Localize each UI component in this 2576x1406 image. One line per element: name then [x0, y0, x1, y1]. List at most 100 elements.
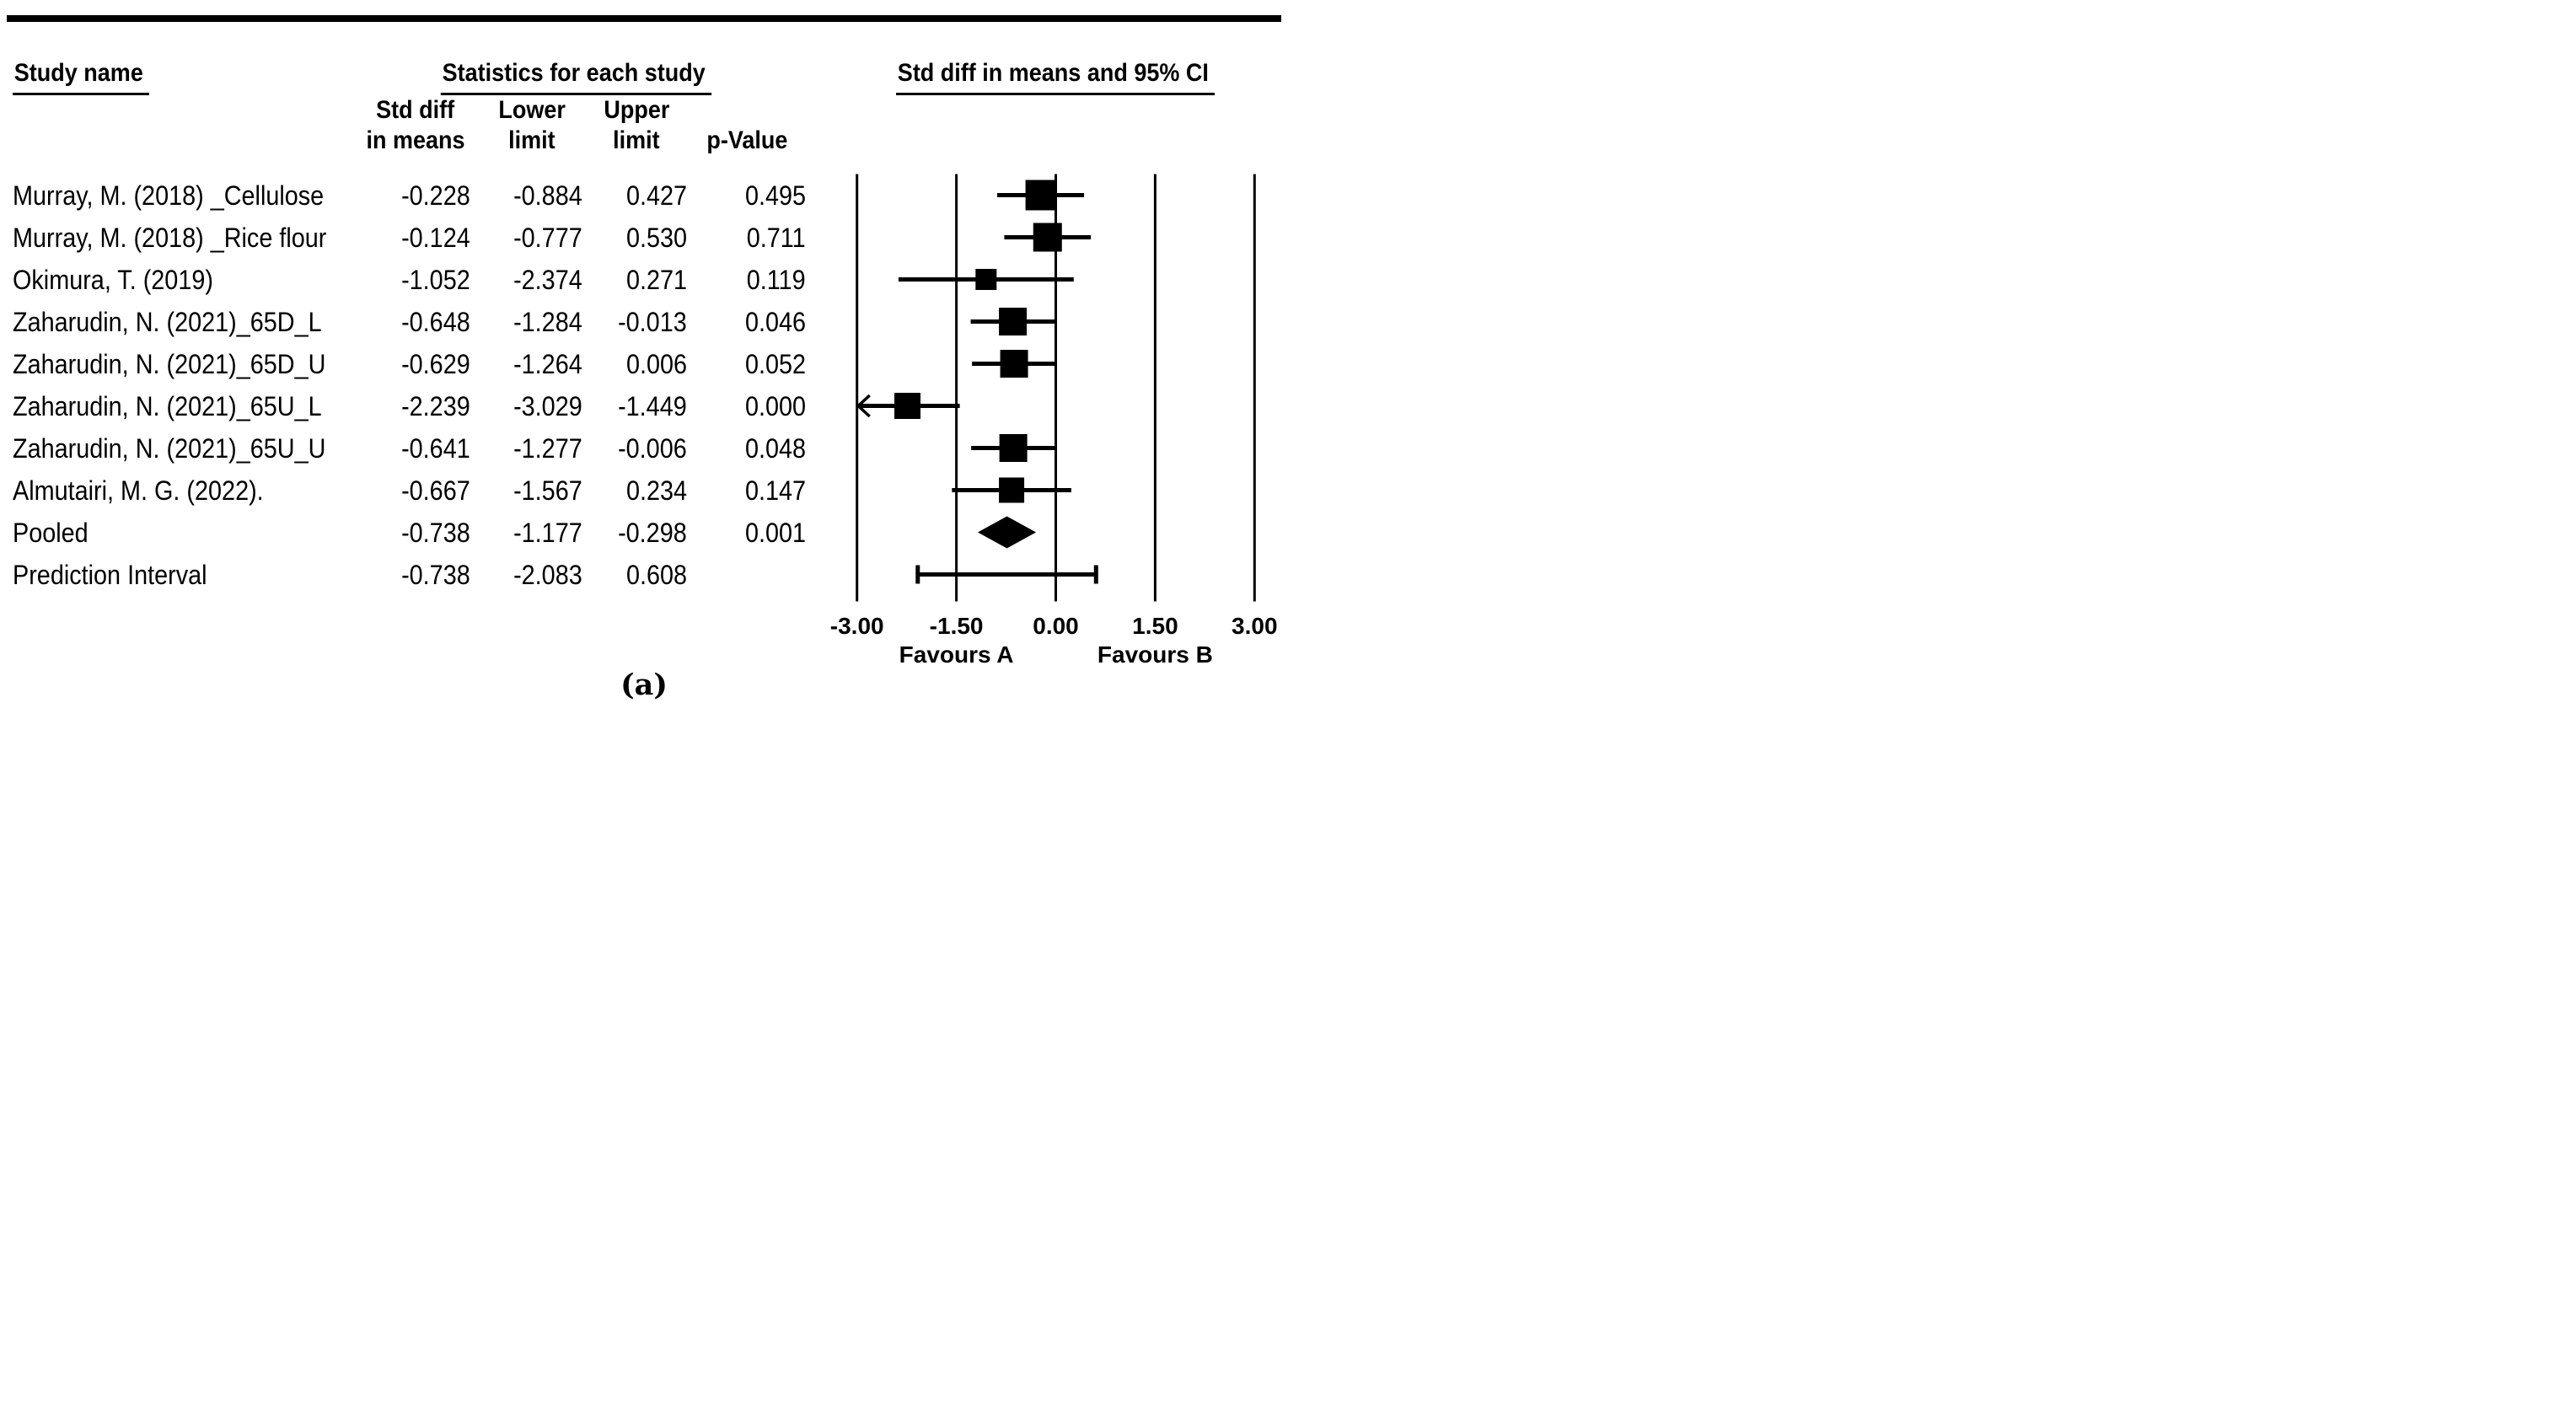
- x-tick-label: 3.00: [1232, 613, 1278, 639]
- p-value-cell-text: 0.119: [747, 264, 806, 295]
- lower-limit-cell-text: -2.374: [513, 264, 582, 295]
- upper-limit-cell-text: 0.271: [625, 264, 687, 295]
- x-tick-label: 0.00: [1033, 613, 1079, 639]
- std-diff-header-line2: in means: [366, 126, 465, 154]
- study-name-cell: Prediction Interval: [13, 561, 367, 588]
- figure-caption: (a): [620, 668, 668, 702]
- lower-limit-cell: -0.884: [481, 182, 582, 209]
- x-tick-label: -1.50: [930, 613, 984, 639]
- lower-limit-cell: -2.083: [481, 561, 582, 588]
- std-diff-cell-text: -0.667: [401, 475, 470, 506]
- lower-limit-cell: -3.029: [481, 393, 582, 420]
- upper-limit-cell-text: -0.013: [618, 306, 687, 337]
- study-name-cell: Pooled: [13, 519, 367, 546]
- statistics-header-text: Statistics for each study: [440, 57, 711, 95]
- study-name-cell-text: Pooled: [13, 517, 89, 548]
- std-diff-cell-text: -1.052: [401, 264, 470, 295]
- lower-limit-cell: -1.177: [481, 519, 582, 546]
- column-header-upper: Upper limit: [586, 95, 687, 156]
- upper-limit-cell-text: 0.530: [625, 222, 687, 253]
- std-diff-cell: -0.629: [361, 351, 470, 378]
- upper-limit-cell-text: 0.608: [625, 559, 687, 590]
- std-diff-cell-text: -0.738: [401, 559, 470, 590]
- p-value-cell-text: 0.001: [744, 517, 806, 548]
- std-diff-cell-text: -0.738: [401, 517, 470, 548]
- effect-square: [1033, 223, 1062, 252]
- study-name-header-text: Study name: [13, 57, 150, 95]
- p-value-cell-text: 0.711: [747, 222, 806, 253]
- upper-limit-cell: -0.298: [586, 519, 687, 546]
- plot-header: Std diff in means and 95% CI: [866, 57, 1246, 95]
- p-value-cell: 0.495: [688, 182, 806, 209]
- p-value-cell-text: 0.000: [744, 390, 806, 421]
- upper-limit-cell: -1.449: [586, 393, 687, 420]
- lower-limit-cell-text: -0.884: [513, 180, 582, 211]
- p-value-cell-text: 0.147: [744, 475, 806, 506]
- std-diff-cell: -1.052: [361, 266, 470, 293]
- std-diff-cell-text: -2.239: [401, 390, 470, 421]
- favours-b-label: Favours B: [1097, 641, 1213, 668]
- study-name-cell: Zaharudin, N. (2021)_65U_L: [13, 393, 367, 420]
- effect-square: [975, 269, 997, 290]
- lower-limit-cell: -1.277: [481, 435, 582, 462]
- lower-limit-cell-text: -0.777: [513, 222, 582, 253]
- lower-limit-cell-text: -3.029: [513, 390, 582, 421]
- table-row: Pooled -0.738 -1.177 -0.298 0.001: [0, 519, 1288, 546]
- ci-left-arrow-icon: [856, 394, 871, 418]
- table-row: Okimura, T. (2019) -1.052 -2.374 0.271 0.119: [0, 266, 1288, 293]
- p-value-cell-text: 0.052: [744, 348, 806, 379]
- lower-header-line2: limit: [508, 126, 555, 154]
- lower-limit-cell-text: -1.567: [513, 475, 582, 506]
- upper-limit-cell-text: -1.449: [618, 390, 687, 421]
- column-header-std-diff: Std diff in means: [352, 95, 479, 156]
- table-row: Zaharudin, N. (2021)_65D_U -0.629 -1.264 0.…: [0, 351, 1288, 378]
- column-header-p-value: p-Value: [688, 126, 806, 156]
- p-value-cell: 0.147: [688, 477, 806, 504]
- std-diff-cell-text: -0.629: [401, 348, 470, 379]
- p-value-cell: 0.119: [688, 266, 806, 293]
- study-name-cell: Almutairi, M. G. (2022).: [13, 477, 367, 504]
- upper-limit-cell-text: 0.234: [625, 475, 687, 506]
- lower-limit-cell-text: -1.264: [513, 348, 582, 379]
- lower-limit-cell: -1.264: [481, 351, 582, 378]
- study-name-cell-text: Almutairi, M. G. (2022).: [13, 475, 264, 506]
- upper-limit-cell: 0.427: [586, 182, 687, 209]
- lower-limit-cell: -0.777: [481, 224, 582, 251]
- std-diff-cell-text: -0.124: [401, 222, 470, 253]
- effect-square: [999, 434, 1028, 462]
- study-name-cell-text: Murray, M. (2018) _Rice flour: [13, 222, 327, 253]
- p-value-cell-text: 0.495: [744, 180, 806, 211]
- upper-limit-cell: 0.530: [586, 224, 687, 251]
- study-name-cell-text: Zaharudin, N. (2021)_65D_L: [13, 306, 322, 337]
- study-name-cell: Zaharudin, N. (2021)_65D_L: [13, 309, 367, 335]
- study-name-cell: Murray, M. (2018) _Cellulose: [13, 182, 367, 209]
- study-name-cell-text: Zaharudin, N. (2021)_65D_U: [13, 348, 326, 379]
- table-row: Murray, M. (2018) _Rice flour -0.124 -0.77…: [0, 224, 1288, 251]
- upper-limit-cell: 0.234: [586, 477, 687, 504]
- upper-header-line2: limit: [613, 126, 660, 154]
- p-value-header-text: p-Value: [706, 126, 788, 154]
- forest-plot-figure: Study name Statistics for each study Std…: [0, 0, 1288, 703]
- std-diff-cell: -0.667: [361, 477, 470, 504]
- std-diff-cell: -0.648: [361, 309, 470, 335]
- upper-limit-cell: -0.013: [586, 309, 687, 335]
- study-name-header: Study name: [13, 57, 164, 95]
- std-diff-cell-text: -0.228: [401, 180, 470, 211]
- study-name-cell: Zaharudin, N. (2021)_65D_U: [13, 351, 367, 378]
- top-rule: [7, 15, 1281, 22]
- effect-square: [894, 393, 921, 419]
- std-diff-cell: -0.228: [361, 182, 470, 209]
- study-name-cell: Okimura, T. (2019): [13, 266, 367, 293]
- lower-limit-cell-text: -1.277: [513, 432, 582, 464]
- p-value-cell: 0.001: [688, 519, 806, 546]
- upper-limit-cell-text: 0.006: [625, 348, 687, 379]
- table-row: Zaharudin, N. (2021)_65D_L -0.648 -1.284 -0…: [0, 309, 1288, 335]
- table-row: Zaharudin, N. (2021)_65U_U -0.641 -1.277 -0…: [0, 435, 1288, 462]
- effect-square: [999, 477, 1025, 503]
- lower-limit-cell-text: -2.083: [513, 559, 582, 590]
- study-name-cell-text: Okimura, T. (2019): [13, 264, 213, 295]
- std-diff-cell-text: -0.641: [401, 432, 470, 464]
- table-row: Almutairi, M. G. (2022). -0.667 -1.567 0.23…: [0, 477, 1288, 504]
- x-tick-label: -3.00: [830, 613, 884, 639]
- std-diff-cell-text: -0.648: [401, 306, 470, 337]
